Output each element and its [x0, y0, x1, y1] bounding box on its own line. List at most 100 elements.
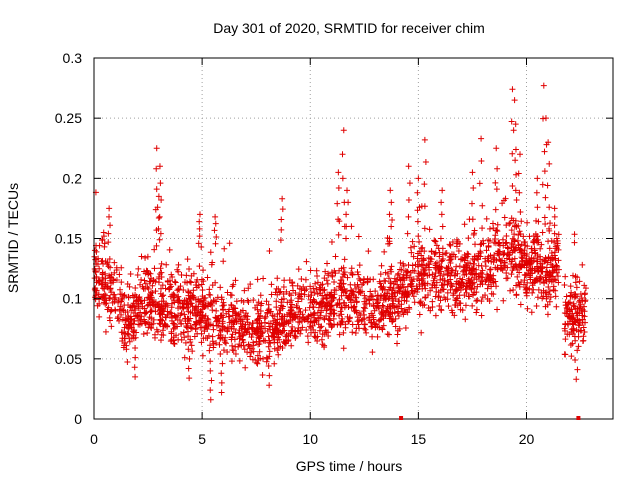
- data-point: [533, 189, 540, 196]
- data-point: [185, 288, 192, 295]
- data-point: [260, 355, 267, 362]
- data-point: [511, 255, 518, 262]
- data-point: [546, 288, 553, 295]
- data-point: [334, 300, 341, 307]
- data-point: [454, 238, 461, 245]
- data-point: [128, 324, 135, 331]
- data-point: [547, 220, 554, 227]
- x-tick-label: 10: [302, 431, 318, 447]
- data-point: [174, 287, 181, 294]
- data-point: [374, 297, 381, 304]
- data-point: [494, 228, 501, 235]
- data-point: [342, 235, 349, 242]
- data-point: [155, 301, 162, 308]
- data-point: [318, 336, 325, 343]
- data-point: [207, 358, 214, 365]
- data-point: [150, 278, 157, 285]
- data-point: [155, 225, 162, 232]
- data-point: [390, 285, 397, 292]
- data-point: [361, 315, 368, 322]
- data-point: [431, 275, 438, 282]
- data-point: [291, 332, 298, 339]
- data-point: [386, 235, 393, 242]
- data-point: [341, 286, 348, 293]
- data-point: [158, 260, 165, 267]
- data-point: [265, 343, 272, 350]
- data-point: [313, 299, 320, 306]
- data-point: [250, 348, 257, 355]
- data-point: [263, 298, 270, 305]
- data-point: [271, 360, 278, 367]
- data-point: [398, 301, 405, 308]
- data-point: [292, 328, 299, 335]
- data-point: [109, 299, 116, 306]
- data-point: [341, 269, 348, 276]
- data-point: [378, 262, 385, 269]
- data-point: [362, 295, 369, 302]
- data-point: [219, 320, 226, 327]
- data-point: [148, 321, 155, 328]
- data-point: [170, 325, 177, 332]
- data-point: [422, 285, 429, 292]
- data-point: [426, 261, 433, 268]
- data-point: [171, 278, 178, 285]
- data-point: [501, 214, 508, 221]
- data-point: [208, 299, 215, 306]
- data-point: [103, 300, 110, 307]
- data-point: [388, 263, 395, 270]
- data-point: [217, 335, 224, 342]
- data-point: [193, 318, 200, 325]
- data-point: [543, 295, 550, 302]
- data-point: [429, 298, 436, 305]
- data-point: [521, 250, 528, 257]
- data-point: [542, 115, 549, 122]
- data-point: [99, 285, 106, 292]
- data-point: [345, 303, 352, 310]
- data-point: [332, 253, 339, 260]
- data-point: [206, 286, 213, 293]
- data-point: [153, 165, 160, 172]
- data-point: [135, 265, 142, 272]
- data-point: [482, 278, 489, 285]
- data-point: [357, 289, 364, 296]
- data-point: [462, 286, 469, 293]
- data-point: [442, 250, 449, 257]
- data-point: [523, 289, 530, 296]
- data-point: [279, 206, 286, 213]
- data-point: [248, 334, 255, 341]
- data-point: [105, 230, 112, 237]
- data-point: [365, 297, 372, 304]
- data-point: [416, 299, 423, 306]
- data-point: [338, 311, 345, 318]
- data-point: [144, 253, 151, 260]
- data-point: [125, 293, 132, 300]
- data-point: [178, 321, 185, 328]
- data-point: [352, 294, 359, 301]
- data-point: [266, 372, 273, 379]
- data-point: [374, 333, 381, 340]
- data-point: [503, 239, 510, 246]
- data-point: [509, 86, 516, 93]
- data-point: [288, 292, 295, 299]
- data-point: [435, 294, 442, 301]
- data-point: [125, 325, 132, 332]
- data-point: [450, 251, 457, 258]
- data-point: [417, 298, 424, 305]
- data-point: [570, 302, 577, 309]
- data-point: [520, 233, 527, 240]
- data-point: [252, 328, 259, 335]
- data-point: [201, 328, 208, 335]
- data-point: [138, 276, 145, 283]
- data-point: [546, 298, 553, 305]
- data-point: [171, 341, 178, 348]
- y-axis-label: SRMTID / TECUs: [5, 183, 21, 293]
- data-point: [163, 261, 170, 268]
- data-point: [122, 309, 129, 316]
- data-point: [375, 303, 382, 310]
- data-point: [554, 273, 561, 280]
- data-point: [362, 326, 369, 333]
- data-point: [483, 247, 490, 254]
- data-point: [123, 342, 130, 349]
- data-point: [569, 331, 576, 338]
- data-point: [485, 242, 492, 249]
